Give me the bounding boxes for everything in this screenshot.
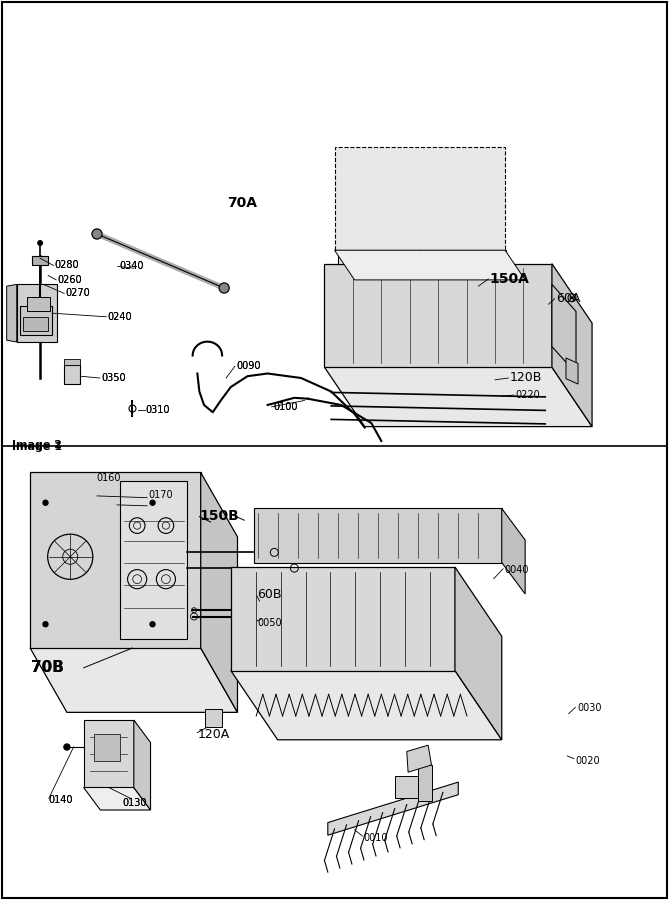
Text: 60A: 60A (556, 292, 580, 305)
Polygon shape (231, 670, 502, 740)
Polygon shape (32, 256, 48, 266)
Text: 0350: 0350 (101, 373, 126, 383)
Text: 70B: 70B (31, 661, 64, 675)
Circle shape (43, 500, 48, 505)
Polygon shape (17, 284, 57, 342)
Text: 0350: 0350 (101, 373, 126, 383)
Text: 70A: 70A (227, 196, 258, 211)
Polygon shape (407, 745, 432, 772)
Text: 150A: 150A (490, 272, 530, 286)
Circle shape (150, 500, 155, 505)
Polygon shape (324, 264, 552, 367)
Text: 0280: 0280 (55, 260, 80, 271)
Text: 150B: 150B (199, 508, 239, 523)
Text: 0260: 0260 (58, 274, 82, 285)
Text: 0310: 0310 (146, 404, 171, 415)
Circle shape (150, 622, 155, 626)
Polygon shape (64, 364, 80, 384)
Circle shape (43, 622, 48, 626)
Polygon shape (23, 317, 48, 331)
Text: 120A: 120A (197, 728, 229, 741)
Polygon shape (328, 782, 458, 835)
Polygon shape (338, 250, 506, 264)
Text: 0240: 0240 (108, 311, 132, 322)
Text: 0340: 0340 (119, 261, 144, 272)
Text: 70B: 70B (31, 661, 64, 675)
Polygon shape (20, 306, 52, 335)
Polygon shape (231, 567, 455, 670)
Text: 0240: 0240 (108, 311, 132, 322)
Text: 0310: 0310 (146, 404, 171, 415)
Text: 0260: 0260 (58, 274, 82, 285)
Polygon shape (418, 765, 432, 801)
Text: 0340: 0340 (119, 261, 144, 272)
Bar (334, 147, 505, 250)
Circle shape (92, 229, 102, 239)
Text: 60B: 60B (257, 589, 282, 601)
Polygon shape (254, 508, 502, 562)
Text: 0010: 0010 (363, 832, 388, 843)
Bar (94, 734, 120, 760)
Text: 0100: 0100 (273, 401, 298, 412)
Text: 0100: 0100 (273, 401, 298, 412)
Text: 0270: 0270 (66, 288, 90, 299)
Text: 0090: 0090 (236, 361, 261, 372)
Polygon shape (502, 508, 525, 594)
Text: Image 2: Image 2 (12, 439, 62, 450)
Text: 0020: 0020 (575, 755, 600, 766)
Text: 0160: 0160 (96, 472, 121, 483)
Circle shape (219, 283, 229, 293)
Text: 0140: 0140 (49, 795, 74, 806)
Polygon shape (30, 648, 237, 713)
Polygon shape (205, 709, 222, 727)
Circle shape (37, 240, 43, 246)
Bar (120, 482, 187, 639)
Polygon shape (324, 367, 592, 427)
Text: 0040: 0040 (504, 564, 529, 575)
Text: 0130: 0130 (122, 797, 147, 808)
Text: 0050: 0050 (257, 617, 282, 628)
Polygon shape (84, 720, 134, 788)
Text: 0030: 0030 (577, 703, 602, 714)
Circle shape (64, 744, 70, 750)
Text: 0220: 0220 (515, 390, 540, 400)
Text: 120B: 120B (510, 372, 542, 384)
Polygon shape (7, 284, 17, 342)
Text: 0090: 0090 (236, 361, 261, 372)
Text: 0130: 0130 (122, 797, 147, 808)
Polygon shape (334, 250, 525, 280)
Polygon shape (201, 472, 237, 713)
Circle shape (571, 296, 573, 299)
Polygon shape (84, 788, 151, 810)
Polygon shape (566, 358, 578, 384)
Polygon shape (27, 297, 50, 310)
Text: 0140: 0140 (49, 795, 74, 806)
Polygon shape (395, 776, 418, 798)
Text: 0280: 0280 (55, 260, 80, 271)
Text: 0270: 0270 (66, 288, 90, 299)
Text: 0170: 0170 (149, 490, 173, 500)
Polygon shape (552, 264, 592, 427)
Polygon shape (455, 567, 502, 740)
Polygon shape (134, 720, 151, 810)
Polygon shape (64, 359, 80, 364)
Polygon shape (552, 284, 576, 373)
Text: Image 1: Image 1 (12, 442, 62, 452)
Polygon shape (30, 472, 201, 648)
